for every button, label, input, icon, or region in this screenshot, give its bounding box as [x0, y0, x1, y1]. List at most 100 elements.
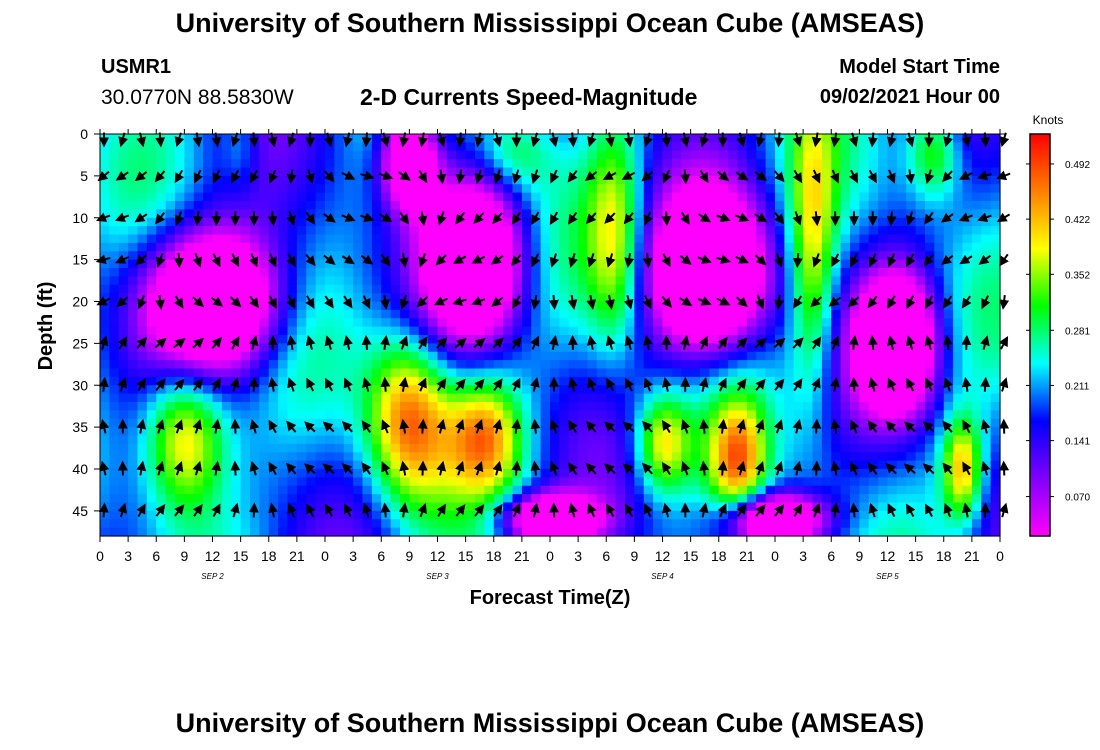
heatmap-cell — [240, 452, 251, 462]
current-arrow — [155, 294, 166, 310]
heatmap-cell — [409, 527, 420, 537]
heatmap-cell — [540, 175, 551, 185]
heatmap-cell — [671, 527, 682, 537]
heatmap-cell — [240, 209, 251, 219]
heatmap-cell — [100, 452, 110, 462]
heatmap-cell — [662, 201, 673, 210]
heatmap-cell — [878, 368, 889, 378]
heatmap-cell — [306, 201, 317, 210]
heatmap-cell — [878, 510, 889, 520]
heatmap-cell — [109, 410, 120, 420]
heatmap-cell — [915, 527, 926, 537]
heatmap-cell — [634, 318, 645, 328]
heatmap-cell — [456, 175, 467, 185]
heatmap-cell — [793, 150, 804, 160]
heatmap-cell — [193, 427, 204, 437]
heatmap-cell — [643, 368, 654, 378]
heatmap-cell — [268, 150, 279, 160]
heatmap-cell — [503, 435, 514, 445]
heatmap-cell — [775, 360, 785, 370]
heatmap-cell — [296, 494, 307, 504]
heatmap-cell — [990, 360, 1001, 370]
heatmap-cell — [887, 167, 898, 177]
heatmap-cell — [353, 460, 364, 470]
heatmap-cell — [718, 167, 729, 177]
heatmap-cell — [165, 251, 176, 261]
heatmap-cell — [409, 251, 420, 261]
heatmap-cell — [521, 469, 532, 478]
current-arrow — [286, 169, 297, 185]
heatmap-cell — [475, 175, 485, 185]
heatmap-cell — [334, 527, 345, 537]
heatmap-cell — [390, 376, 401, 386]
current-arrow — [530, 376, 540, 392]
current-arrow — [343, 377, 353, 392]
heatmap-cell — [353, 251, 364, 261]
heatmap-cell — [765, 268, 776, 277]
heatmap-cell — [503, 276, 514, 286]
heatmap-cell — [934, 519, 945, 529]
heatmap-cell — [596, 201, 607, 210]
heatmap-cell — [700, 435, 710, 445]
heatmap-cell — [971, 217, 982, 227]
current-arrow — [193, 169, 203, 184]
heatmap-cell — [962, 242, 973, 252]
heatmap-cell — [118, 393, 129, 403]
heatmap-cell — [128, 201, 139, 210]
heatmap-cell — [146, 402, 157, 411]
heatmap-cell — [737, 527, 748, 537]
heatmap-cell — [925, 293, 935, 303]
heatmap-cell — [953, 427, 964, 437]
heatmap-cell — [559, 418, 570, 428]
heatmap-cell — [381, 435, 392, 445]
heatmap-cell — [362, 360, 373, 370]
heatmap-cell — [193, 217, 204, 227]
heatmap-cell — [840, 351, 851, 361]
heatmap-cell — [868, 276, 879, 286]
heatmap-cell — [165, 402, 176, 411]
heatmap-cell — [296, 385, 307, 395]
heatmap-cell — [765, 435, 776, 445]
heatmap-cell — [521, 360, 532, 370]
heatmap-cell — [221, 226, 232, 236]
heatmap-cell — [784, 226, 795, 236]
heatmap-cell — [887, 293, 898, 303]
heatmap-cell — [446, 452, 457, 462]
heatmap-cell — [156, 309, 167, 319]
heatmap-cell — [990, 201, 1001, 210]
heatmap-cell — [240, 360, 251, 370]
heatmap-cell — [896, 226, 907, 236]
heatmap-cell — [446, 418, 457, 428]
heatmap-cell — [718, 351, 729, 361]
heatmap-cell — [662, 485, 673, 495]
heatmap-cell — [156, 351, 167, 361]
current-arrow — [773, 419, 784, 434]
heatmap-cell — [896, 443, 907, 453]
heatmap-cell — [587, 276, 598, 286]
heatmap-cell — [859, 443, 870, 453]
heatmap-cell — [531, 368, 542, 378]
heatmap-cell — [503, 268, 514, 277]
heatmap-cell — [203, 326, 214, 336]
heatmap-cell — [784, 460, 795, 470]
model-start-label: Model Start Time — [839, 56, 1000, 78]
heatmap-cell — [615, 360, 626, 370]
heatmap-cell — [559, 142, 570, 152]
heatmap-cell — [184, 427, 195, 437]
heatmap-cell — [278, 335, 289, 344]
heatmap-cell — [381, 276, 392, 286]
heatmap-cell — [906, 226, 917, 236]
heatmap-cell — [615, 175, 626, 185]
heatmap-cell — [278, 469, 289, 478]
current-arrow — [399, 418, 410, 434]
heatmap-cell — [915, 376, 926, 386]
heatmap-cell — [278, 301, 289, 311]
heatmap-cell — [296, 276, 307, 286]
heatmap-cell — [465, 335, 476, 344]
heatmap-cell — [831, 142, 842, 152]
heatmap-cell — [681, 351, 692, 361]
heatmap-cell — [381, 443, 392, 453]
current-arrow — [211, 377, 221, 392]
heatmap-cell — [165, 268, 176, 277]
current-arrow — [433, 296, 448, 306]
